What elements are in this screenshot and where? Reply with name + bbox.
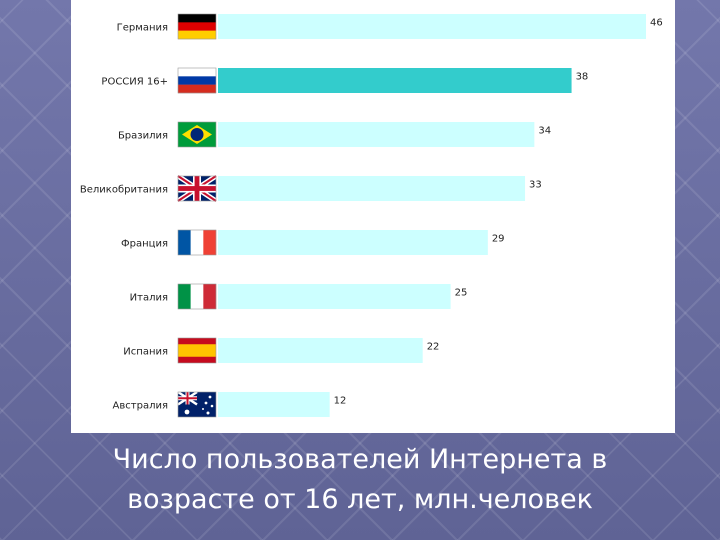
bar [218, 14, 646, 39]
category-label: РОССИЯ 16+ [101, 77, 168, 88]
value-label: 25 [455, 288, 468, 299]
bar [218, 284, 451, 309]
chart-panel: Германия 46 РОССИЯ 16+ 38 Бразилия 34 Великобр… [71, 0, 675, 433]
australia-flag-icon [177, 390, 217, 418]
category-label: Австралия [113, 401, 168, 412]
bar [218, 176, 526, 201]
value-label: 29 [492, 234, 505, 245]
russia-flag-icon [177, 67, 217, 94]
caption-line-1: Число пользователей Интернета в [112, 444, 608, 475]
germany-flag-icon [177, 13, 217, 40]
brazil-flag-icon [177, 121, 217, 148]
value-label: 38 [576, 72, 589, 83]
value-label: 33 [529, 180, 542, 191]
category-label: Германия [117, 23, 168, 34]
uk-flag-icon [176, 173, 218, 204]
category-label: Италия [130, 293, 168, 304]
italy-flag-icon [177, 283, 217, 310]
category-label: Бразилия [118, 131, 168, 142]
caption-line-2: возрасте от 16 лет, млн.человек [127, 484, 593, 515]
value-label: 22 [427, 342, 440, 353]
category-label: Франция [121, 239, 168, 250]
category-label: Испания [123, 347, 168, 358]
bar [218, 230, 488, 255]
spain-flag-icon [177, 337, 217, 364]
value-label: 46 [650, 18, 663, 29]
category-label: Великобритания [80, 185, 168, 196]
bar [218, 338, 423, 363]
value-label: 34 [538, 126, 551, 137]
france-flag-icon [177, 229, 217, 256]
bar [218, 122, 535, 147]
bar [218, 392, 330, 417]
bar [218, 68, 572, 93]
chart-caption: Число пользователей Интернета в возрасте… [0, 440, 720, 520]
value-label: 12 [334, 396, 347, 407]
bar-chart: Германия 46 РОССИЯ 16+ 38 Бразилия 34 Великобр… [80, 13, 663, 418]
